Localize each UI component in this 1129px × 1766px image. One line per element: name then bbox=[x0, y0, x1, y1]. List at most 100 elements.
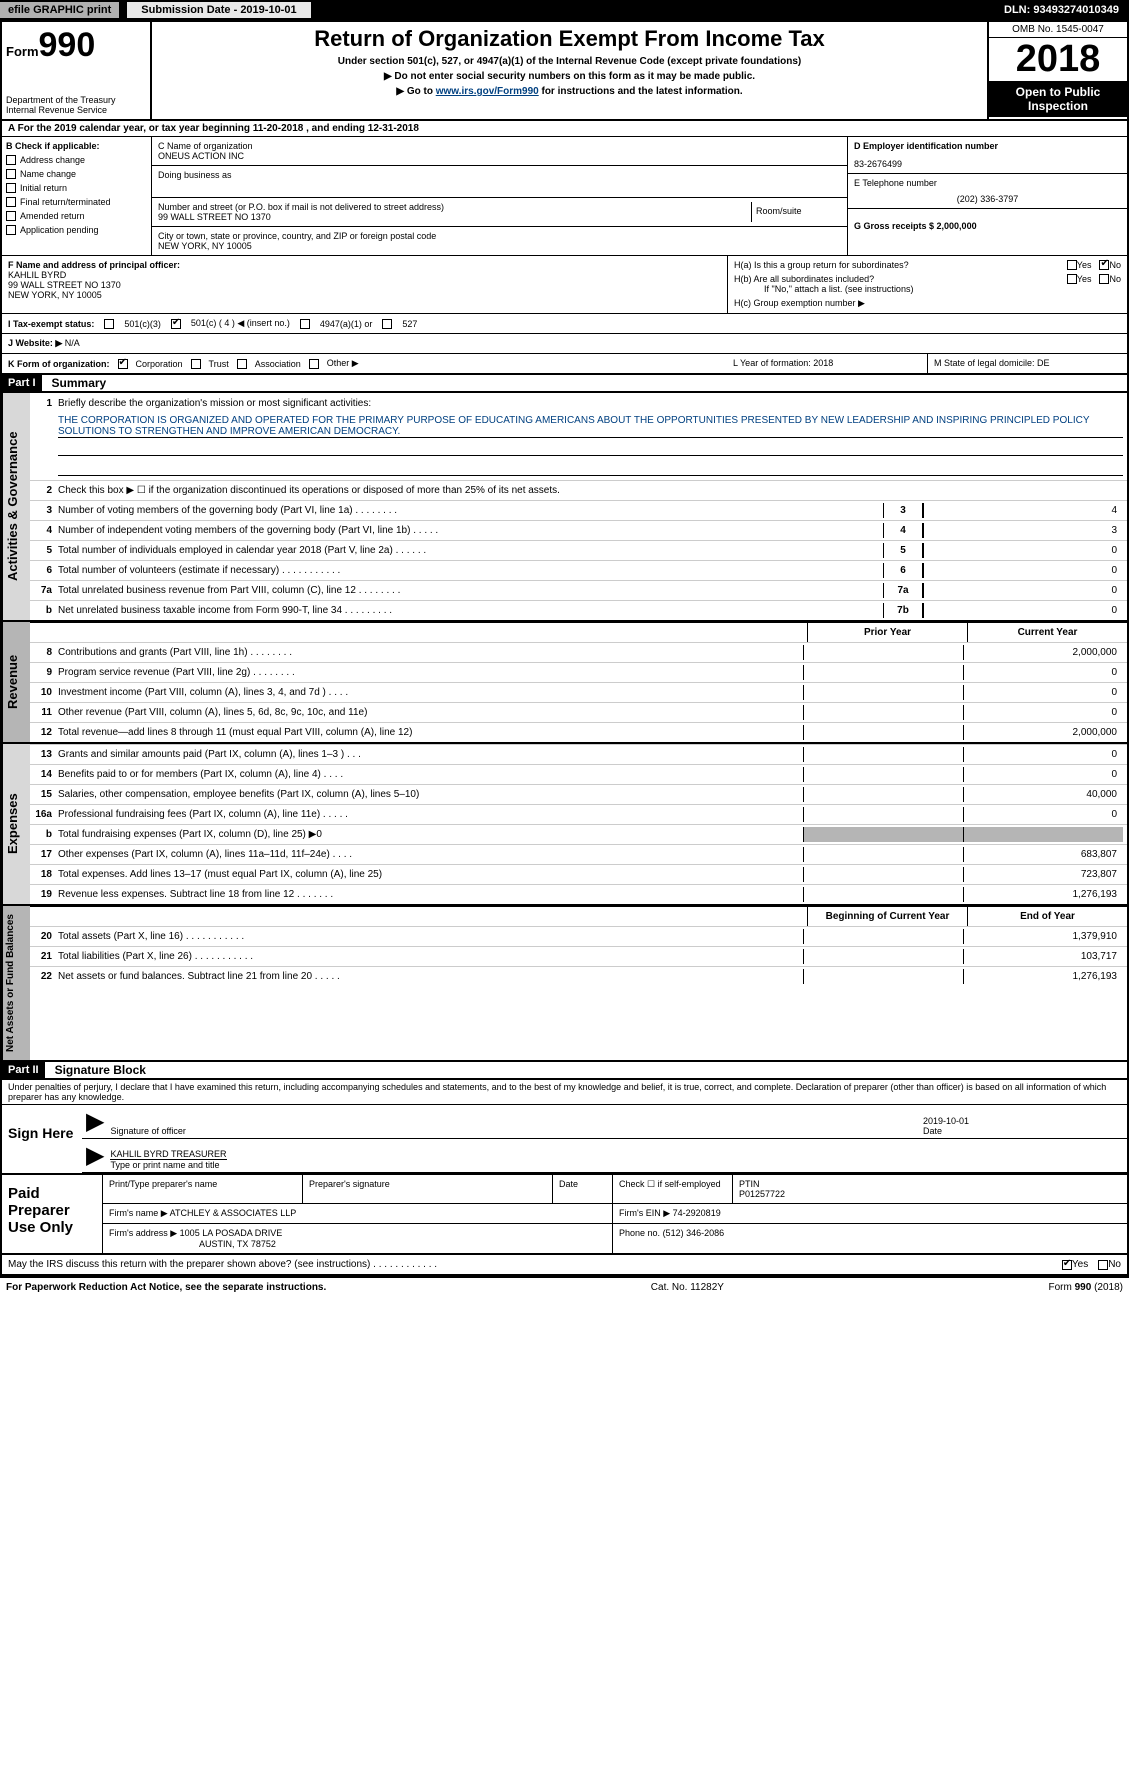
final-return-label: Final return/terminated bbox=[20, 197, 111, 207]
assoc-checkbox[interactable] bbox=[237, 359, 247, 369]
4947-checkbox[interactable] bbox=[300, 319, 310, 329]
part1-badge: Part I bbox=[2, 375, 42, 391]
ha-no-checkbox[interactable] bbox=[1099, 260, 1109, 270]
summary-line: bNet unrelated business taxable income f… bbox=[30, 600, 1127, 620]
expense-line: bTotal fundraising expenses (Part IX, co… bbox=[30, 824, 1127, 844]
form-ref: Form 990 (2018) bbox=[1049, 1282, 1123, 1293]
revenue-line: 9Program service revenue (Part VIII, lin… bbox=[30, 662, 1127, 682]
501c-checkbox[interactable] bbox=[171, 319, 181, 329]
blank-line bbox=[58, 464, 1123, 476]
firm-phone-label: Phone no. bbox=[619, 1228, 660, 1238]
efile-badge: efile GRAPHIC print bbox=[0, 2, 119, 18]
page-footer: For Paperwork Reduction Act Notice, see … bbox=[0, 1278, 1129, 1297]
discuss-row: May the IRS discuss this return with the… bbox=[2, 1255, 1127, 1276]
dba-label: Doing business as bbox=[158, 170, 841, 180]
tax-status-row: I Tax-exempt status: 501(c)(3) 501(c) ( … bbox=[2, 314, 1127, 334]
irs-link[interactable]: www.irs.gov/Form990 bbox=[436, 86, 539, 97]
summary-line: 7aTotal unrelated business revenue from … bbox=[30, 580, 1127, 600]
ha-no-label: No bbox=[1109, 260, 1121, 270]
revenue-line: 8Contributions and grants (Part VIII, li… bbox=[30, 642, 1127, 662]
trust-checkbox[interactable] bbox=[191, 359, 201, 369]
application-pending-checkbox[interactable] bbox=[6, 225, 16, 235]
line1-label: Briefly describe the organization's miss… bbox=[58, 398, 1123, 409]
final-return-checkbox[interactable] bbox=[6, 197, 16, 207]
ptin-label: PTIN bbox=[739, 1179, 1121, 1189]
org-name: ONEUS ACTION INC bbox=[158, 151, 841, 161]
col-d-ein: D Employer identification number83-26764… bbox=[847, 137, 1127, 255]
sign-arrow-icon: ▶ bbox=[86, 1141, 104, 1170]
netassets-section: Net Assets or Fund Balances Beginning of… bbox=[2, 906, 1127, 1062]
501c3-checkbox[interactable] bbox=[104, 319, 114, 329]
firm-ein: 74-2920819 bbox=[673, 1208, 721, 1218]
city-label: City or town, state or province, country… bbox=[158, 231, 841, 241]
part2-title: Signature Block bbox=[55, 1063, 146, 1077]
discuss-no-label: No bbox=[1108, 1259, 1121, 1270]
year-formation: L Year of formation: 2018 bbox=[727, 354, 927, 373]
entity-block: B Check if applicable: Address change Na… bbox=[2, 137, 1127, 256]
4947-label: 4947(a)(1) or bbox=[320, 319, 373, 329]
netasset-line: 20Total assets (Part X, line 16) . . . .… bbox=[30, 926, 1127, 946]
ha-label: H(a) Is this a group return for subordin… bbox=[734, 260, 1067, 270]
top-bar: efile GRAPHIC print Submission Date - 20… bbox=[0, 0, 1129, 20]
room-label: Room/suite bbox=[751, 202, 841, 222]
current-year-hdr: Current Year bbox=[967, 623, 1127, 642]
part2-header: Part II Signature Block bbox=[2, 1062, 1127, 1080]
org-name-label: C Name of organization bbox=[158, 141, 841, 151]
colb-header: B Check if applicable: bbox=[6, 141, 147, 151]
cat-no: Cat. No. 11282Y bbox=[651, 1282, 724, 1293]
name-change-checkbox[interactable] bbox=[6, 169, 16, 179]
officer-city: NEW YORK, NY 10005 bbox=[8, 290, 721, 300]
k-label: K Form of organization: bbox=[8, 359, 110, 369]
preparer-label: Paid Preparer Use Only bbox=[2, 1175, 102, 1253]
address-change-label: Address change bbox=[20, 155, 85, 165]
firm-addr1: 1005 LA POSADA DRIVE bbox=[180, 1228, 283, 1238]
501c-label: 501(c) ( 4 ) ◀ (insert no.) bbox=[191, 318, 290, 329]
revenue-line: 12Total revenue—add lines 8 through 11 (… bbox=[30, 722, 1127, 742]
firm-addr-label: Firm's address ▶ bbox=[109, 1228, 177, 1238]
expense-line: 13Grants and similar amounts paid (Part … bbox=[30, 744, 1127, 764]
prior-year-hdr: Prior Year bbox=[807, 623, 967, 642]
prep-sig-hdr: Preparer's signature bbox=[303, 1175, 553, 1203]
sig-name-label: Type or print name and title bbox=[110, 1160, 226, 1170]
discuss-no-checkbox[interactable] bbox=[1098, 1260, 1108, 1270]
ha-yes-checkbox[interactable] bbox=[1067, 260, 1077, 270]
dept-treasury: Department of the Treasury bbox=[6, 95, 146, 105]
expense-line: 17Other expenses (Part IX, column (A), l… bbox=[30, 844, 1127, 864]
ptin-value: P01257722 bbox=[739, 1189, 1121, 1199]
dln: DLN: 93493274010349 bbox=[1004, 4, 1129, 16]
amended-return-checkbox[interactable] bbox=[6, 211, 16, 221]
penalty-text: Under penalties of perjury, I declare th… bbox=[2, 1080, 1127, 1105]
sig-officer-label: Signature of officer bbox=[110, 1126, 923, 1136]
vtab-expenses: Expenses bbox=[2, 744, 30, 904]
summary-line: 3Number of voting members of the governi… bbox=[30, 500, 1127, 520]
summary-line: 6Total number of volunteers (estimate if… bbox=[30, 560, 1127, 580]
part1-title: Summary bbox=[52, 376, 107, 390]
address-change-checkbox[interactable] bbox=[6, 155, 16, 165]
firm-name-label: Firm's name ▶ bbox=[109, 1208, 168, 1218]
expense-line: 15Salaries, other compensation, employee… bbox=[30, 784, 1127, 804]
ssn-note: ▶ Do not enter social security numbers o… bbox=[160, 71, 979, 82]
revenue-line: 10Investment income (Part VIII, column (… bbox=[30, 682, 1127, 702]
sig-date-label: Date bbox=[923, 1126, 1123, 1136]
expense-line: 16aProfessional fundraising fees (Part I… bbox=[30, 804, 1127, 824]
corp-label: Corporation bbox=[136, 359, 183, 369]
other-checkbox[interactable] bbox=[309, 359, 319, 369]
hb-no-checkbox[interactable] bbox=[1099, 274, 1109, 284]
ein-value: 83-2676499 bbox=[854, 159, 1121, 169]
name-change-label: Name change bbox=[20, 169, 76, 179]
discuss-yes-checkbox[interactable] bbox=[1062, 1260, 1072, 1270]
col-b-checkboxes: B Check if applicable: Address change Na… bbox=[2, 137, 152, 255]
form-container: Form990 Department of the Treasury Inter… bbox=[0, 20, 1129, 1278]
goto-note: ▶ Go to www.irs.gov/Form990 for instruct… bbox=[160, 86, 979, 97]
corp-checkbox[interactable] bbox=[118, 359, 128, 369]
gross-receipts: G Gross receipts $ 2,000,000 bbox=[854, 221, 1121, 231]
prep-date-hdr: Date bbox=[553, 1175, 613, 1203]
addr-label: Number and street (or P.O. box if mail i… bbox=[158, 202, 751, 212]
expense-line: 14Benefits paid to or for members (Part … bbox=[30, 764, 1127, 784]
initial-return-checkbox[interactable] bbox=[6, 183, 16, 193]
discuss-yes-label: Yes bbox=[1072, 1259, 1088, 1270]
hc-label: H(c) Group exemption number ▶ bbox=[734, 298, 1121, 309]
sign-here-block: Sign Here ▶Signature of officer2019-10-0… bbox=[2, 1105, 1127, 1175]
527-checkbox[interactable] bbox=[382, 319, 392, 329]
hb-yes-checkbox[interactable] bbox=[1067, 274, 1077, 284]
